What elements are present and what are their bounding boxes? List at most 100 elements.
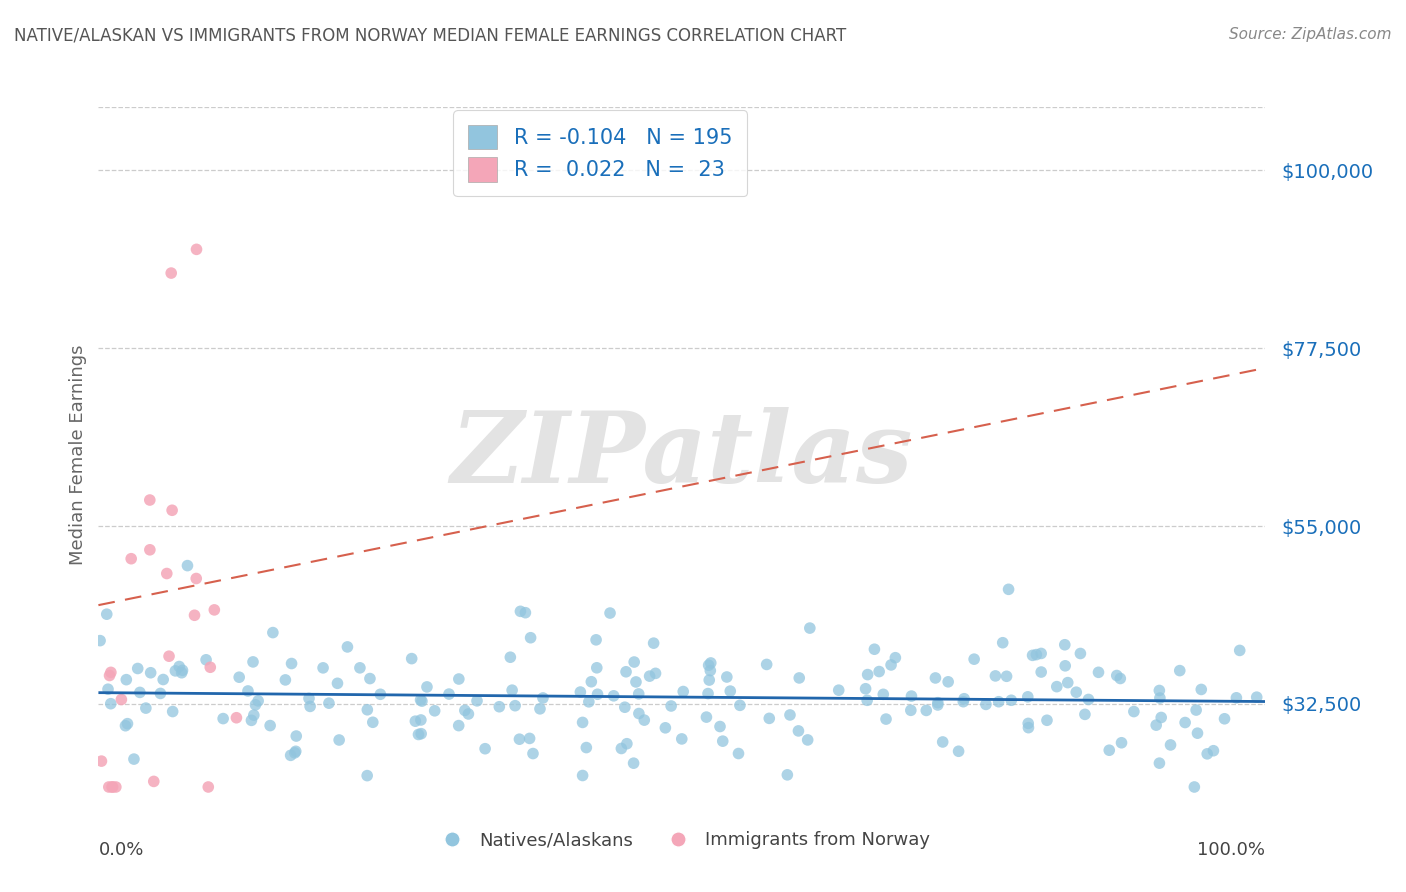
Point: [1109, 672, 1132, 686]
Point: [1056, 675, 1078, 690]
Point: [1149, 756, 1171, 771]
Point: [356, 703, 378, 717]
Point: [1225, 690, 1247, 705]
Point: [875, 712, 897, 726]
Point: [643, 636, 665, 650]
Point: [927, 696, 949, 710]
Point: [1246, 690, 1268, 705]
Point: [509, 604, 531, 618]
Point: [157, 649, 180, 664]
Point: [1150, 710, 1173, 724]
Point: [728, 698, 751, 713]
Point: [465, 694, 488, 708]
Point: [101, 780, 124, 794]
Point: [1187, 726, 1209, 740]
Point: [627, 706, 650, 721]
Point: [411, 727, 433, 741]
Point: [974, 698, 997, 712]
Point: [152, 673, 174, 687]
Point: [247, 694, 270, 708]
Point: [359, 672, 381, 686]
Point: [515, 606, 537, 620]
Point: [1189, 682, 1212, 697]
Point: [1017, 716, 1039, 731]
Point: [697, 658, 720, 673]
Point: [953, 691, 976, 706]
Point: [1017, 721, 1039, 735]
Point: [186, 572, 208, 586]
Point: [1168, 664, 1191, 678]
Point: [447, 672, 470, 686]
Point: [284, 744, 307, 758]
Point: [401, 651, 423, 665]
Point: [361, 715, 384, 730]
Point: [984, 669, 1007, 683]
Point: [1160, 738, 1182, 752]
Point: [872, 687, 894, 701]
Point: [104, 780, 127, 794]
Point: [135, 701, 157, 715]
Point: [787, 723, 810, 738]
Point: [585, 661, 607, 675]
Point: [423, 704, 446, 718]
Point: [927, 698, 949, 712]
Point: [931, 735, 953, 749]
Point: [924, 671, 946, 685]
Point: [228, 670, 250, 684]
Point: [259, 718, 281, 732]
Y-axis label: Median Female Earnings: Median Female Earnings: [69, 344, 87, 566]
Point: [225, 711, 247, 725]
Point: [863, 642, 886, 657]
Point: [98, 668, 121, 682]
Point: [349, 661, 371, 675]
Point: [880, 657, 903, 672]
Point: [671, 731, 693, 746]
Point: [856, 667, 879, 681]
Point: [416, 680, 439, 694]
Point: [799, 621, 821, 635]
Point: [727, 747, 749, 761]
Point: [285, 729, 308, 743]
Point: [1087, 665, 1109, 680]
Point: [1229, 643, 1251, 657]
Text: ZIPatlas: ZIPatlas: [451, 407, 912, 503]
Point: [280, 657, 302, 671]
Point: [610, 741, 633, 756]
Point: [571, 768, 593, 782]
Point: [623, 655, 645, 669]
Point: [318, 696, 340, 710]
Point: [623, 756, 645, 771]
Point: [274, 673, 297, 687]
Point: [447, 718, 470, 732]
Point: [1054, 658, 1077, 673]
Point: [202, 603, 225, 617]
Point: [699, 664, 721, 678]
Point: [627, 687, 650, 701]
Point: [96, 607, 118, 622]
Point: [1144, 718, 1167, 732]
Point: [299, 699, 322, 714]
Point: [1025, 648, 1047, 662]
Point: [586, 687, 609, 701]
Point: [900, 689, 922, 703]
Point: [110, 692, 132, 706]
Point: [370, 687, 392, 701]
Point: [633, 713, 655, 727]
Point: [139, 493, 162, 508]
Point: [160, 266, 183, 280]
Point: [1098, 743, 1121, 757]
Point: [695, 710, 717, 724]
Text: NATIVE/ALASKAN VS IMMIGRANTS FROM NORWAY MEDIAN FEMALE EARNINGS CORRELATION CHAR: NATIVE/ALASKAN VS IMMIGRANTS FROM NORWAY…: [14, 27, 846, 45]
Point: [1122, 705, 1144, 719]
Point: [1036, 713, 1059, 727]
Point: [787, 671, 810, 685]
Point: [718, 684, 741, 698]
Point: [1046, 680, 1069, 694]
Point: [856, 693, 879, 707]
Point: [89, 633, 111, 648]
Point: [100, 665, 122, 680]
Point: [457, 706, 479, 721]
Point: [162, 705, 184, 719]
Point: [991, 636, 1014, 650]
Point: [501, 683, 523, 698]
